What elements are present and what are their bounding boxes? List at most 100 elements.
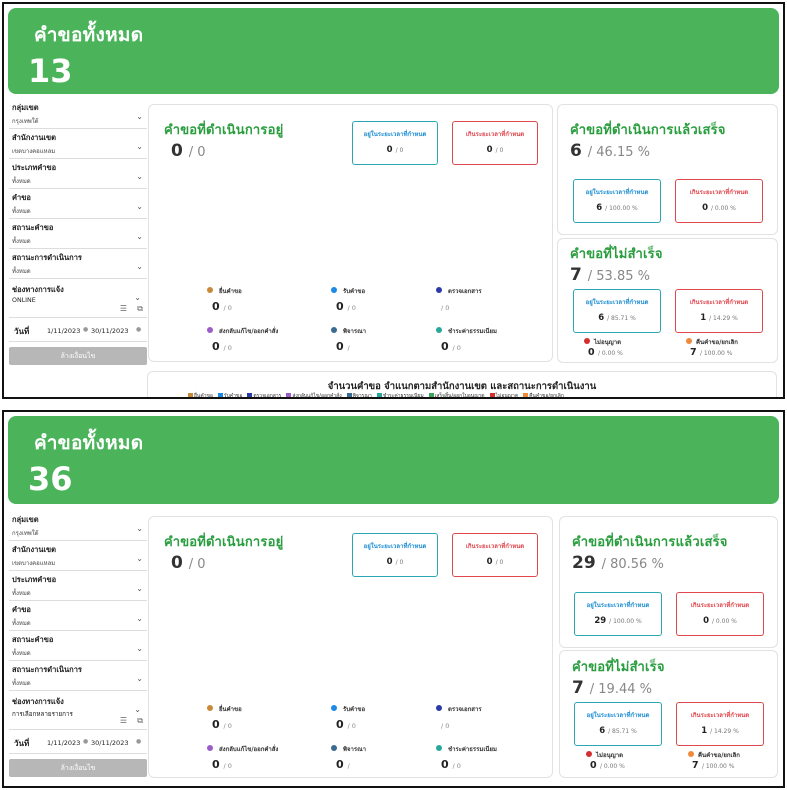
in-time-kpi[interactable]: อยู่ในระยะเวลาที่กำหนด 6 / 100.00 % bbox=[573, 179, 661, 223]
stat-value: 0 / 0.00 % bbox=[588, 347, 623, 358]
kpi-sub: / 14.29 % bbox=[710, 728, 739, 735]
office-dropdown[interactable]: สำนักงานเขต เขตบางคอแหลม ⌄ bbox=[9, 542, 147, 571]
kpi-value: 0 / 0.00 % bbox=[677, 616, 763, 626]
status-dot-icon bbox=[207, 327, 213, 333]
ongoing-requests-card: คำขอที่ดำเนินการอยู่ 0 / 0 อยู่ในระยะเวล… bbox=[148, 516, 553, 778]
card-title: คำขอที่ดำเนินการอยู่ bbox=[164, 123, 284, 138]
filter-sidebar: กลุ่มเขต กรุงเทพใต้ ⌄ สำนักงานเขต เขตบาง… bbox=[9, 100, 147, 365]
legend-swatch bbox=[376, 393, 382, 397]
over-time-kpi[interactable]: เกินระยะเวลาที่กำหนด 0 / 0.00 % bbox=[675, 179, 763, 223]
kpi-value: 0 / 0 bbox=[353, 557, 437, 567]
failed-count: 7 / 19.44 % bbox=[572, 678, 652, 698]
banner-title: คำขอทั้งหมด bbox=[34, 24, 144, 46]
over-time-kpi[interactable]: เกินระยะเวลาที่กำหนด 0 / 0 bbox=[452, 121, 538, 165]
legend-item[interactable]: ยื่นคำขอ bbox=[188, 392, 213, 397]
filter-value: เขตบางคอแหลม bbox=[12, 148, 56, 155]
in-time-kpi[interactable]: อยู่ในระยะเวลาที่กำหนด 6 / 85.71 % bbox=[573, 289, 661, 333]
request-dropdown[interactable]: คำขอ ทั้งหมด ⌄ bbox=[9, 602, 147, 631]
legend-item[interactable]: คืนคำขอ/ยกเลิก bbox=[523, 392, 564, 399]
count-value: 0 bbox=[171, 141, 183, 161]
kpi-label: เกินระยะเวลาที่กำหนด bbox=[689, 299, 749, 306]
stat-label: ตรวจเอกสาร bbox=[448, 706, 482, 713]
card-title: คำขอที่ไม่สำเร็จ bbox=[570, 247, 663, 262]
channel-dropdown[interactable]: ช่องทางการแจ้ง การเลือกหลายรายการ ⌄ ☰ ⧉ bbox=[9, 694, 147, 730]
stat-number: 0 bbox=[212, 758, 220, 771]
stat-sub: / 0 bbox=[347, 304, 356, 312]
filter-label: กลุ่มเขต bbox=[12, 515, 39, 524]
stat-number: 0 bbox=[590, 760, 597, 771]
total-requests-banner: คำขอทั้งหมด 13 bbox=[8, 8, 779, 94]
legend-item[interactable]: ส่งกลับแก้ไข/ออกคำสั่ง bbox=[286, 392, 342, 397]
chevron-down-icon: ⌄ bbox=[136, 584, 143, 593]
status-dot-icon bbox=[584, 338, 590, 344]
stat-label: คืนคำขอ/ยกเลิก bbox=[698, 752, 740, 759]
date-to-input[interactable]: 30/11/2023 bbox=[91, 327, 129, 335]
date-range: วันที่ 1/11/2023 ● 30/11/2023 ● bbox=[9, 320, 147, 342]
legend-item[interactable]: ไม่อนุญาต bbox=[489, 392, 518, 397]
status-dot-icon bbox=[436, 287, 442, 293]
legend-label: คืนคำขอ/ยกเลิก bbox=[529, 393, 564, 399]
process-status-dropdown[interactable]: สถานะการดำเนินการ ทั้งหมด ⌄ bbox=[9, 250, 147, 279]
stat-label: ตรวจเอกสาร bbox=[448, 288, 482, 295]
legend-item[interactable]: พิจารณา bbox=[346, 392, 372, 399]
legend-item[interactable]: เสร็จสิ้น/ออกใบอนุญาต bbox=[428, 392, 485, 397]
legend-item[interactable]: ชำระค่าธรรมเนียม bbox=[376, 392, 424, 399]
channel-dropdown[interactable]: ช่องทางการแจ้ง ONLINE ⌄ ☰ ⧉ bbox=[9, 282, 147, 318]
chart-title: จำนวนคำขอ จำแนกตามสำนักงานเขต และสถานะกา… bbox=[327, 381, 597, 392]
stat-number: 0 bbox=[588, 347, 595, 358]
stat-label: พิจารณา bbox=[343, 746, 366, 753]
in-time-kpi[interactable]: อยู่ในระยะเวลาที่กำหนด 6 / 85.71 % bbox=[574, 702, 662, 746]
process-status-dropdown[interactable]: สถานะการดำเนินการ ทั้งหมด ⌄ bbox=[9, 662, 147, 691]
group-dropdown[interactable]: กลุ่มเขต กรุงเทพใต้ ⌄ bbox=[9, 512, 147, 541]
kpi-label: เกินระยะเวลาที่กำหนด bbox=[690, 712, 750, 719]
stat-return-edit: ส่งกลับแก้ไข/ออกคำสั่ง 0 / 0 bbox=[207, 743, 307, 783]
office-dropdown[interactable]: สำนักงานเขต เขตบางคอแหลม ⌄ bbox=[9, 130, 147, 159]
expand-icon[interactable]: ⧉ bbox=[137, 304, 143, 313]
over-time-kpi[interactable]: เกินระยะเวลาที่กำหนด 1 / 14.29 % bbox=[675, 289, 763, 333]
filter-label: สถานะคำขอ bbox=[12, 635, 54, 644]
request-type-dropdown[interactable]: ประเภทคำขอ ทั้งหมด ⌄ bbox=[9, 160, 147, 189]
calendar-dot-icon: ● bbox=[136, 738, 142, 745]
ongoing-count: 0 / 0 bbox=[171, 553, 206, 573]
chevron-down-icon: ⌄ bbox=[136, 554, 143, 563]
date-from-input[interactable]: 1/11/2023 bbox=[47, 327, 81, 335]
filter-value: ทั้งหมด bbox=[12, 590, 31, 597]
stat-value: 7 / 100.00 % bbox=[690, 347, 732, 358]
expand-icon[interactable]: ⧉ bbox=[137, 716, 143, 725]
over-time-kpi[interactable]: เกินระยะเวลาที่กำหนด 0 / 0 bbox=[452, 533, 538, 577]
clear-filter-icon[interactable]: ☰ bbox=[119, 304, 127, 313]
date-to-input[interactable]: 30/11/2023 bbox=[91, 739, 129, 747]
filter-sidebar: กลุ่มเขต กรุงเทพใต้ ⌄ สำนักงานเขต เขตบาง… bbox=[9, 512, 147, 777]
request-dropdown[interactable]: คำขอ ทั้งหมด ⌄ bbox=[9, 190, 147, 219]
count-sub: / 0 bbox=[188, 557, 206, 572]
over-time-kpi[interactable]: เกินระยะเวลาที่กำหนด 1 / 14.29 % bbox=[676, 702, 764, 746]
filter-label: กลุ่มเขต bbox=[12, 103, 39, 112]
in-time-kpi[interactable]: อยู่ในระยะเวลาที่กำหนด 0 / 0 bbox=[352, 121, 438, 165]
status-dot-icon bbox=[331, 327, 337, 333]
clear-filters-button[interactable]: ล้างเงื่อนไข bbox=[9, 347, 147, 365]
in-time-kpi[interactable]: อยู่ในระยะเวลาที่กำหนด 0 / 0 bbox=[352, 533, 438, 577]
legend-label: พิจารณา bbox=[352, 393, 372, 399]
calendar-dot-icon: ● bbox=[136, 326, 142, 333]
kpi-value: 1 / 14.29 % bbox=[676, 313, 762, 323]
kpi-label: อยู่ในระยะเวลาที่กำหนด bbox=[586, 712, 650, 719]
clear-filters-button[interactable]: ล้างเงื่อนไข bbox=[9, 759, 147, 777]
legend-item[interactable]: ตรวจเอกสาร bbox=[247, 392, 281, 397]
legend-label: ชำระค่าธรรมเนียม bbox=[382, 393, 424, 399]
group-dropdown[interactable]: กลุ่มเขต กรุงเทพใต้ ⌄ bbox=[9, 100, 147, 129]
clear-filter-icon[interactable]: ☰ bbox=[119, 716, 127, 725]
in-time-kpi[interactable]: อยู่ในระยะเวลาที่กำหนด 29 / 100.00 % bbox=[574, 592, 662, 636]
stat-receive: รับคำขอ 0 / 0 bbox=[331, 285, 431, 325]
status-dropdown[interactable]: สถานะคำขอ ทั้งหมด ⌄ bbox=[9, 220, 147, 249]
chevron-down-icon: ⌄ bbox=[134, 293, 141, 302]
over-time-kpi[interactable]: เกินระยะเวลาที่กำหนด 0 / 0.00 % bbox=[676, 592, 764, 636]
date-from-input[interactable]: 1/11/2023 bbox=[47, 739, 81, 747]
kpi-label: อยู่ในระยะเวลาที่กำหนด bbox=[586, 602, 650, 609]
request-type-dropdown[interactable]: ประเภทคำขอ ทั้งหมด ⌄ bbox=[9, 572, 147, 601]
stat-number: 7 bbox=[690, 347, 697, 358]
status-dropdown[interactable]: สถานะคำขอ ทั้งหมด ⌄ bbox=[9, 632, 147, 661]
legend-item[interactable]: รับคำขอ bbox=[217, 392, 242, 397]
stat-number: 0 bbox=[336, 718, 344, 731]
filter-label: ช่องทางการแจ้ง bbox=[12, 285, 64, 294]
done-count: 6 / 46.15 % bbox=[570, 141, 650, 161]
